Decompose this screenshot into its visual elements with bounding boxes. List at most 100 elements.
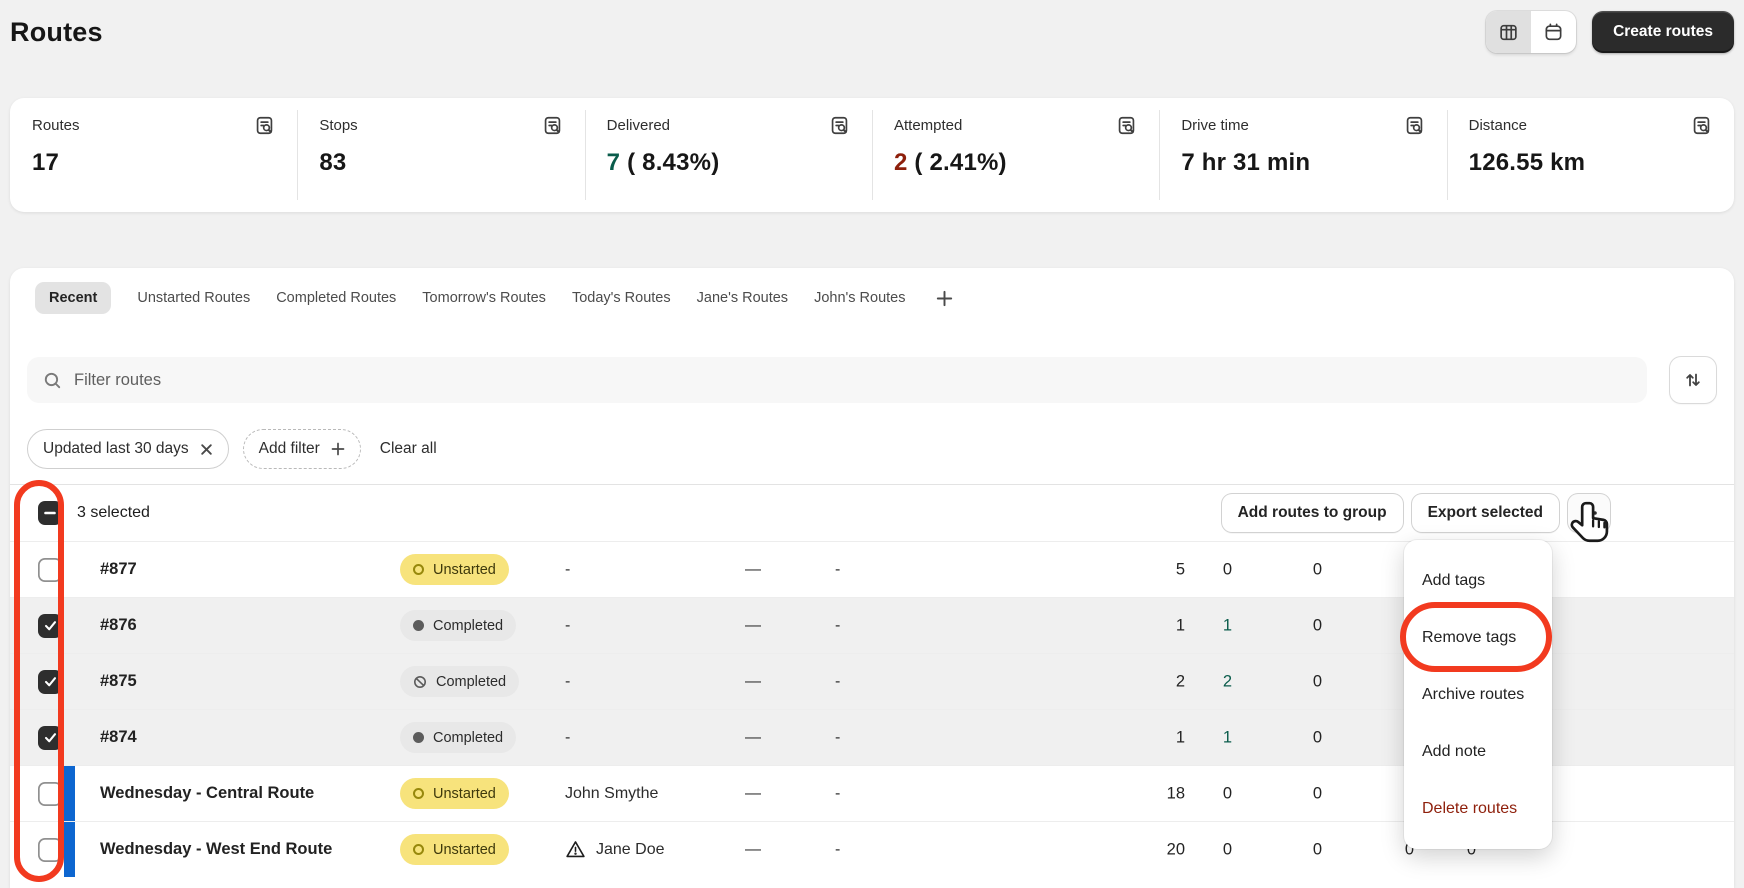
stat-head: Routes: [32, 115, 275, 136]
status-badge: Unstarted: [400, 834, 509, 865]
driver-cell: -: [565, 673, 745, 691]
tab-tomorrow-s-routes[interactable]: Tomorrow's Routes: [422, 290, 546, 306]
stat-attempted[interactable]: Attempted 2 ( 2.41%): [871, 98, 1159, 212]
tab-recent[interactable]: Recent: [35, 282, 112, 314]
stops-count-cell: 0: [1222, 784, 1232, 802]
stops-count-cell: 5: [1175, 560, 1185, 578]
stat-head: Distance: [1469, 115, 1712, 136]
menu-item-archive-routes[interactable]: Archive routes: [1422, 685, 1525, 703]
sort-arrows-icon: [1683, 370, 1703, 390]
stat-stops[interactable]: Stops 83: [297, 98, 584, 212]
route-color-bar: [64, 822, 75, 877]
view-report-icon[interactable]: [254, 115, 275, 136]
status-label: Completed: [433, 729, 504, 746]
clear-all-button[interactable]: Clear all: [379, 440, 437, 457]
search-row: [27, 357, 1716, 403]
view-report-icon[interactable]: [1691, 115, 1712, 136]
page-title: Routes: [10, 16, 103, 47]
export-selected-button[interactable]: Export selected: [1411, 494, 1559, 532]
stops-count-cell: 0: [1222, 840, 1232, 858]
status-cell: Unstarted: [400, 554, 565, 585]
create-routes-button[interactable]: Create routes: [1592, 11, 1734, 53]
sort-button[interactable]: [1670, 357, 1716, 403]
driver-name: Jane Doe: [596, 840, 665, 858]
calendar-view-button[interactable]: [1531, 11, 1576, 53]
stops-count-cell: 0: [1404, 840, 1414, 858]
row-checkbox[interactable]: [38, 669, 62, 694]
row-checkbox[interactable]: [38, 725, 62, 750]
tabs-bar: Recent Unstarted Routes Completed Routes To…: [10, 268, 1734, 315]
view-report-icon[interactable]: [1116, 115, 1137, 136]
status-badge: Completed: [400, 610, 517, 641]
stat-value: 83: [319, 149, 347, 176]
status-cell: Unstarted: [400, 778, 565, 809]
stat-drive-time[interactable]: Drive time 7 hr 31 min: [1159, 98, 1446, 212]
view-report-icon[interactable]: [829, 115, 850, 136]
tab-today-s-routes[interactable]: Today's Routes: [571, 290, 671, 306]
stat-value-rest: ( 8.43%): [620, 149, 720, 176]
stat-delivered[interactable]: Delivered 7 ( 8.43%): [584, 98, 872, 212]
status-cell: Completed: [400, 610, 565, 641]
row-checkbox[interactable]: [38, 613, 62, 638]
view-report-icon[interactable]: [1404, 115, 1425, 136]
x-icon[interactable]: [200, 443, 213, 456]
stops-count-cell: 20: [1166, 840, 1185, 858]
selected-count-label: 3 selected: [77, 504, 150, 521]
tab-unstarted-routes[interactable]: Unstarted Routes: [137, 290, 251, 306]
menu-item-add-tags[interactable]: Add tags: [1422, 571, 1486, 589]
add-filter-button[interactable]: Add filter: [242, 429, 361, 469]
row-checkbox[interactable]: [38, 837, 62, 862]
more-actions-menu: Add tags Remove tags Archive routes Add not…: [1404, 540, 1552, 849]
add-view-button[interactable]: [936, 290, 953, 307]
table-view-icon: [1498, 22, 1519, 43]
menu-item-add-note[interactable]: Add note: [1422, 742, 1487, 760]
select-all-checkbox[interactable]: [38, 501, 62, 525]
stops-count-cell: 1: [1175, 728, 1185, 746]
driver-name: -: [565, 728, 571, 746]
menu-item-delete-routes[interactable]: Delete routes: [1422, 799, 1518, 817]
driver-name: John Smythe: [565, 784, 659, 802]
empty-dash-cell: —: [745, 840, 761, 858]
stat-label: Routes: [32, 117, 80, 134]
tab-completed-routes[interactable]: Completed Routes: [276, 290, 397, 306]
view-report-icon[interactable]: [542, 115, 563, 136]
status-cell: Completed: [400, 722, 565, 753]
table-row[interactable]: #877 Unstarted - — - 5 0 0: [10, 541, 1734, 597]
stops-count-cell: 0: [1312, 672, 1322, 690]
menu-item-remove-tags[interactable]: Remove tags: [1422, 628, 1517, 646]
table-view-button[interactable]: [1486, 11, 1532, 53]
tab-jane-s-routes[interactable]: Jane's Routes: [696, 290, 789, 306]
horizontal-dots-icon: [1579, 503, 1599, 523]
more-actions-button[interactable]: [1568, 494, 1610, 532]
table-row[interactable]: Wednesday - West End Route Unstarted Jane …: [10, 821, 1734, 877]
row-checkbox[interactable]: [38, 557, 62, 582]
driver-cell: -: [565, 561, 745, 579]
plus-icon: [331, 442, 345, 456]
header-actions: Create routes: [1486, 11, 1734, 53]
unstarted-ring-icon: [413, 788, 424, 799]
stat-routes[interactable]: Routes 17: [10, 98, 297, 212]
stat-value-rest: ( 2.41%): [907, 149, 1007, 176]
stops-count-cell: 0: [1312, 560, 1322, 578]
row-checkbox[interactable]: [38, 781, 62, 806]
stat-distance[interactable]: Distance 126.55 km: [1446, 98, 1734, 212]
stat-value-highlight: 7: [606, 149, 621, 176]
driver-name: -: [565, 616, 571, 634]
add-routes-to-group-button[interactable]: Add routes to group: [1221, 494, 1403, 532]
empty-dash-cell: —: [745, 560, 761, 578]
status-badge: Completed: [400, 722, 517, 753]
search-field[interactable]: [27, 357, 1647, 403]
stat-value: 2 ( 2.41%): [894, 149, 1137, 177]
filter-routes-input[interactable]: [74, 370, 1632, 390]
empty-dash-cell: -: [835, 784, 841, 802]
empty-dash-cell: -: [835, 560, 841, 578]
status-badge: Unstarted: [400, 554, 509, 585]
tab-john-s-routes[interactable]: John's Routes: [814, 290, 906, 306]
filter-chip-updated-last-30-days[interactable]: Updated last 30 days: [27, 429, 229, 469]
status-label: Completed: [433, 617, 504, 634]
stops-count-cell: 2: [1175, 672, 1185, 690]
unstarted-ring-icon: [413, 564, 424, 575]
table-row[interactable]: Wednesday - Central Route Unstarted John S…: [10, 765, 1734, 821]
applied-filters-row: Updated last 30 days Add filter Clear al…: [27, 428, 1716, 470]
